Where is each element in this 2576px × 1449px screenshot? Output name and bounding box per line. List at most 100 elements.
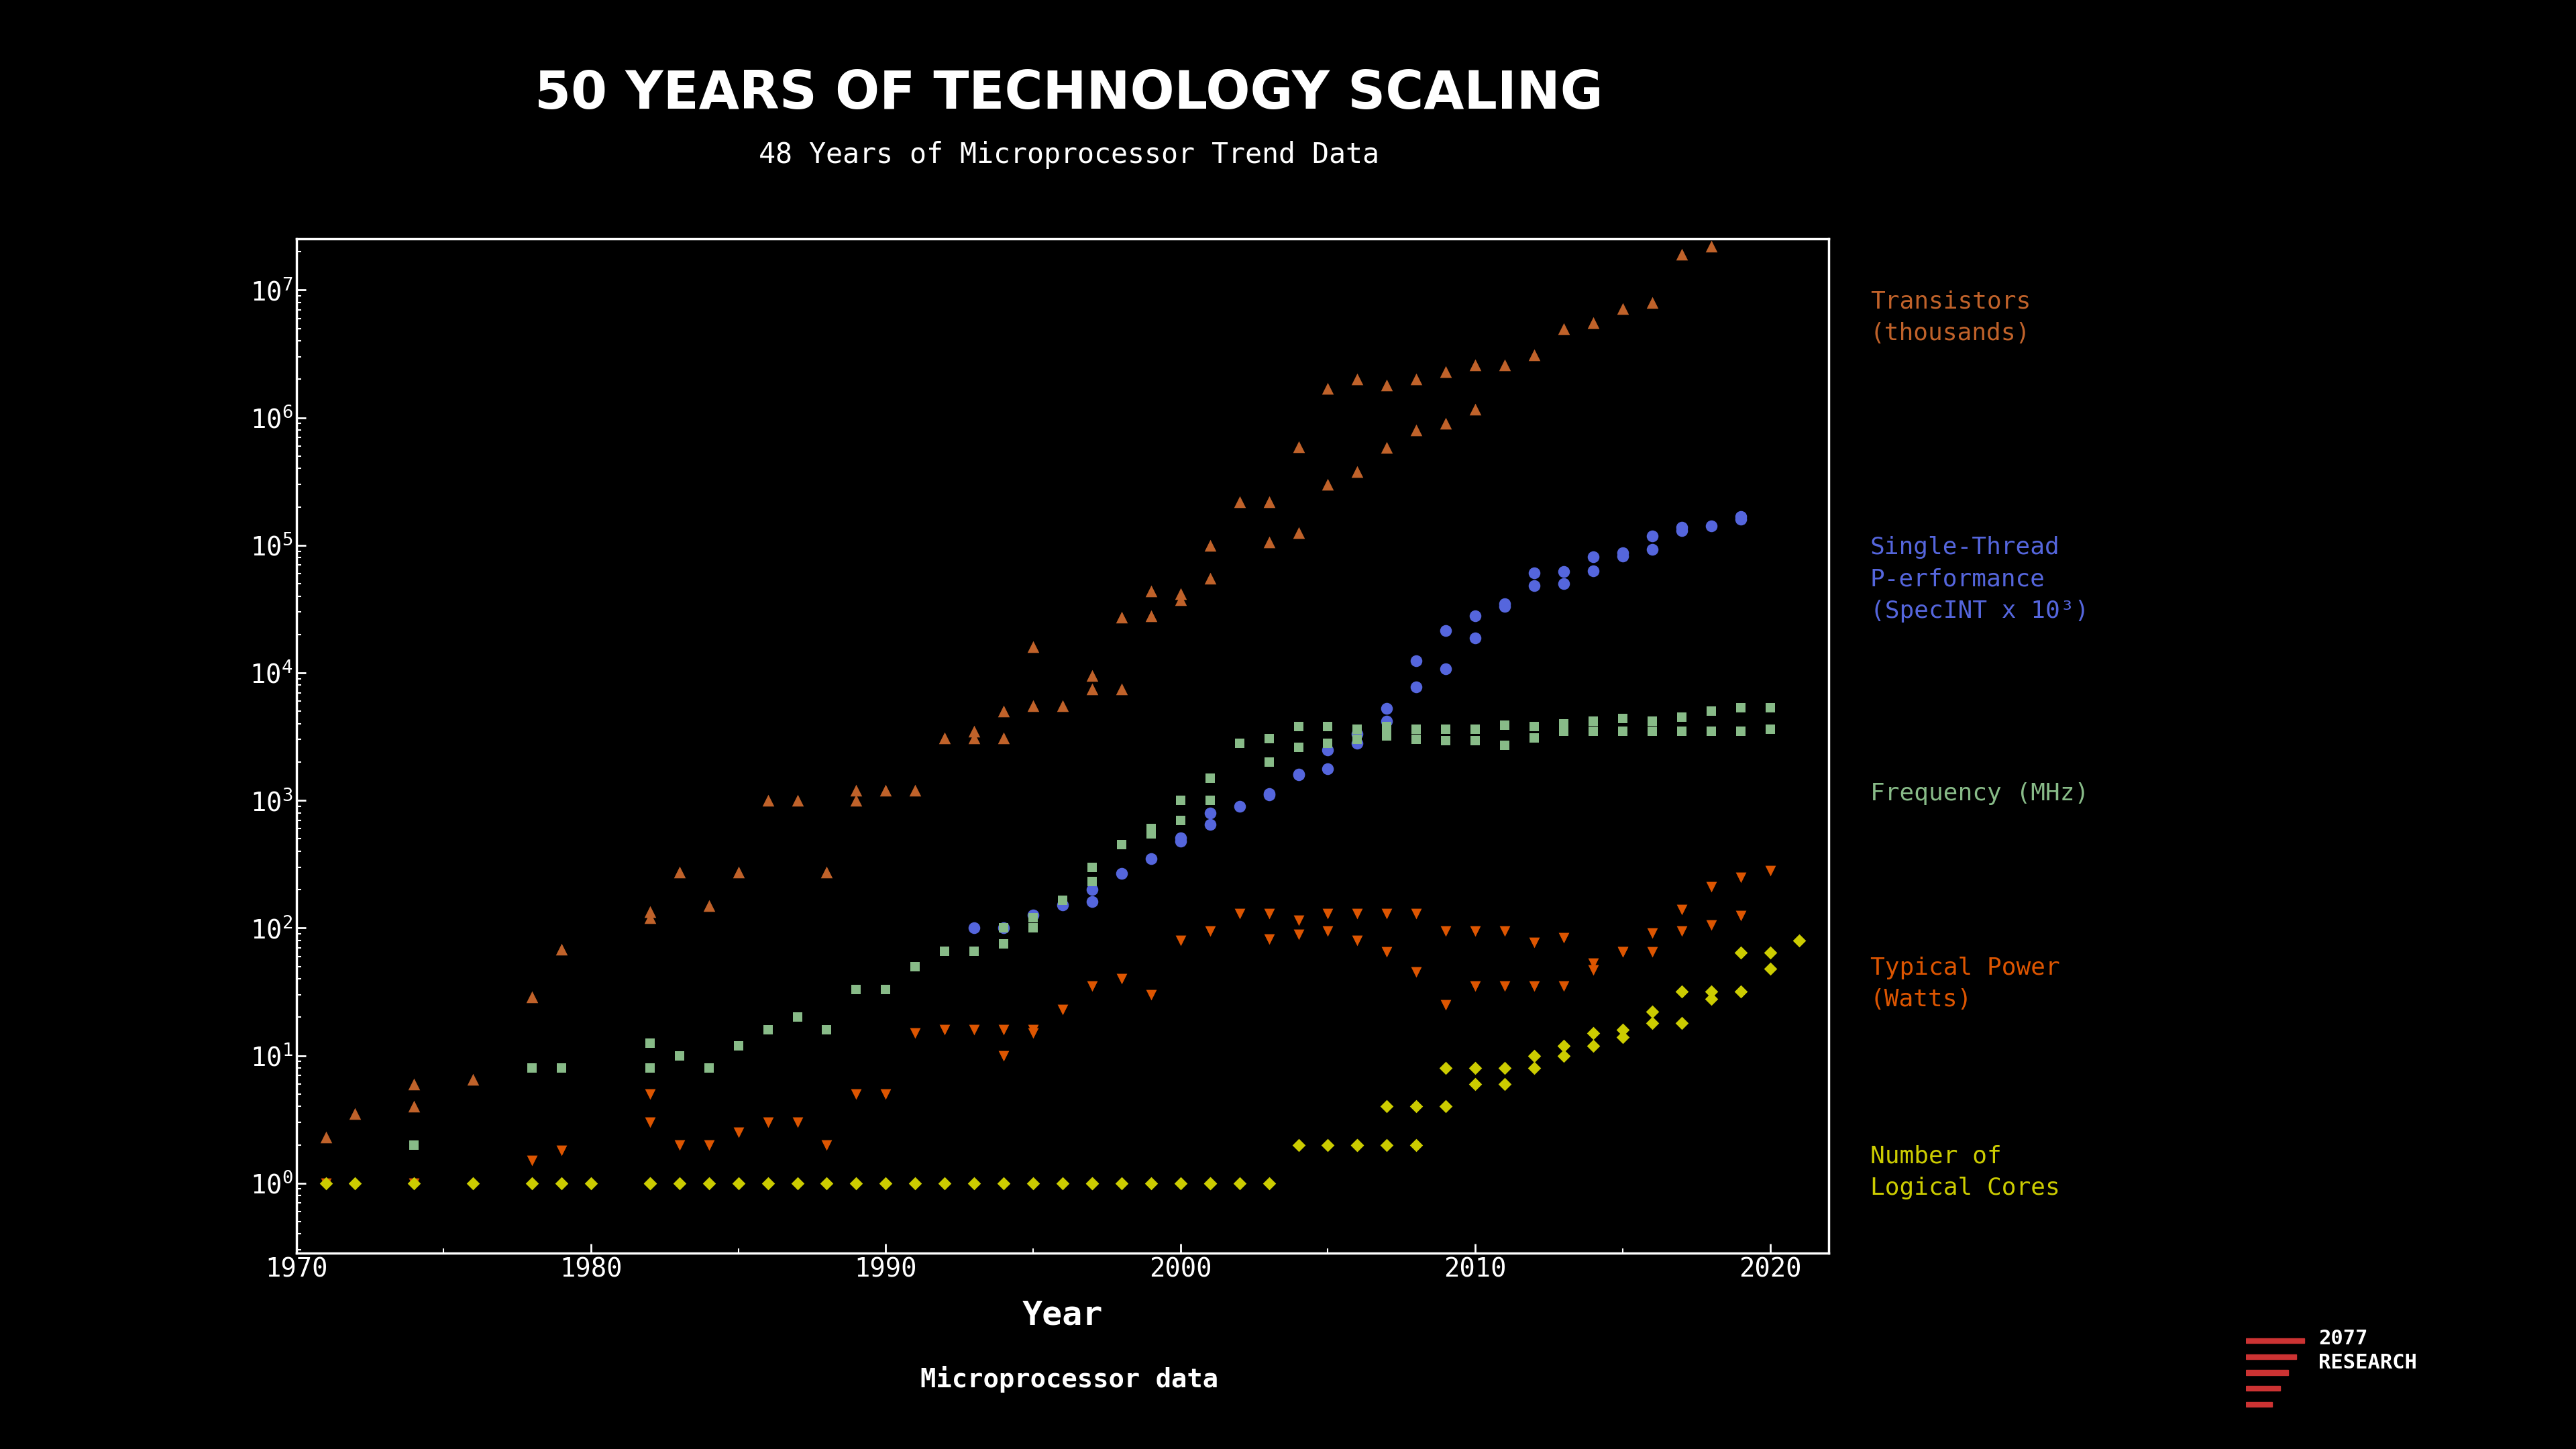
FancyArrow shape (2246, 1355, 2295, 1359)
Point (513, 985, 554, 1009)
Point (1100, 862, 1141, 885)
Point (1278, 522, 1319, 545)
Point (1749, 958, 1790, 981)
Point (1396, 675, 1437, 698)
Point (453, 1068, 495, 1091)
Point (866, 978, 907, 1001)
Point (1631, 538, 1672, 561)
Point (1249, 727, 1291, 751)
Point (1425, 919, 1466, 942)
Point (1072, 975, 1113, 998)
Point (1306, 732, 1347, 755)
Point (1602, 1019, 1643, 1042)
Point (629, 1172, 670, 1195)
Point (1012, 916, 1054, 939)
Point (1396, 1095, 1437, 1119)
Point (1249, 784, 1291, 807)
Point (335, 1103, 376, 1126)
Point (1631, 291, 1672, 314)
Point (1662, 898, 1703, 922)
Point (1159, 809, 1200, 832)
Point (1131, 1172, 1172, 1195)
Point (569, 1172, 611, 1195)
FancyArrow shape (2246, 1339, 2303, 1343)
Point (1690, 875, 1731, 898)
Point (984, 1045, 1025, 1068)
Point (1072, 855, 1113, 878)
Point (1690, 235, 1731, 258)
Point (1190, 1172, 1231, 1195)
Point (866, 1172, 907, 1195)
Point (541, 1056, 582, 1080)
Point (953, 1019, 994, 1042)
Point (894, 1172, 935, 1195)
Point (1602, 542, 1643, 565)
Point (659, 1172, 701, 1195)
Point (1455, 1056, 1497, 1080)
Point (1484, 1056, 1525, 1080)
Point (1337, 368, 1378, 391)
Point (1543, 975, 1584, 998)
Point (1543, 926, 1584, 949)
Point (1278, 1133, 1319, 1156)
Point (659, 861, 701, 884)
Point (1455, 354, 1497, 377)
Point (1571, 952, 1613, 975)
Point (1043, 998, 1084, 1022)
Point (1159, 929, 1200, 952)
Point (1484, 975, 1525, 998)
Point (1131, 822, 1172, 845)
FancyArrow shape (2246, 1371, 2287, 1375)
Point (1425, 619, 1466, 642)
Point (1072, 869, 1113, 893)
Point (1571, 559, 1613, 582)
Point (953, 1172, 994, 1195)
Point (747, 1019, 788, 1042)
Point (659, 1045, 701, 1068)
Point (1012, 1022, 1054, 1045)
FancyArrow shape (2246, 1403, 2272, 1407)
Point (984, 1172, 1025, 1195)
Point (1662, 1011, 1703, 1035)
Point (1543, 317, 1584, 341)
Point (1484, 713, 1525, 736)
Point (1749, 185, 1790, 209)
Point (1365, 1133, 1406, 1156)
Point (1425, 729, 1466, 752)
Point (894, 778, 935, 801)
Point (1515, 714, 1556, 738)
Point (1425, 1095, 1466, 1119)
Point (1662, 519, 1703, 542)
Point (688, 1056, 729, 1080)
Point (1337, 732, 1378, 755)
Point (394, 1133, 435, 1156)
Text: Microprocessor data: Microprocessor data (920, 1366, 1218, 1392)
Point (1425, 359, 1466, 383)
Point (953, 939, 994, 962)
Point (629, 1111, 670, 1135)
Point (1306, 714, 1347, 738)
Point (629, 1032, 670, 1055)
Point (1131, 848, 1172, 871)
Point (688, 894, 729, 917)
Point (1365, 1095, 1406, 1119)
Point (925, 1172, 966, 1195)
Point (866, 778, 907, 801)
Point (394, 1072, 435, 1095)
Point (1455, 717, 1497, 740)
Point (453, 1172, 495, 1195)
Point (1721, 720, 1762, 743)
Point (806, 1019, 848, 1042)
Point (335, 1172, 376, 1195)
Text: 48 Years of Microprocessor Trend Data: 48 Years of Microprocessor Trend Data (760, 141, 1378, 170)
Point (984, 916, 1025, 939)
Point (806, 1133, 848, 1156)
Point (1100, 677, 1141, 700)
Point (1365, 697, 1406, 720)
Point (1249, 927, 1291, 951)
Point (304, 1295, 345, 1319)
Point (925, 726, 966, 749)
Point (541, 1172, 582, 1195)
Point (894, 1022, 935, 1045)
Point (1602, 940, 1643, 964)
